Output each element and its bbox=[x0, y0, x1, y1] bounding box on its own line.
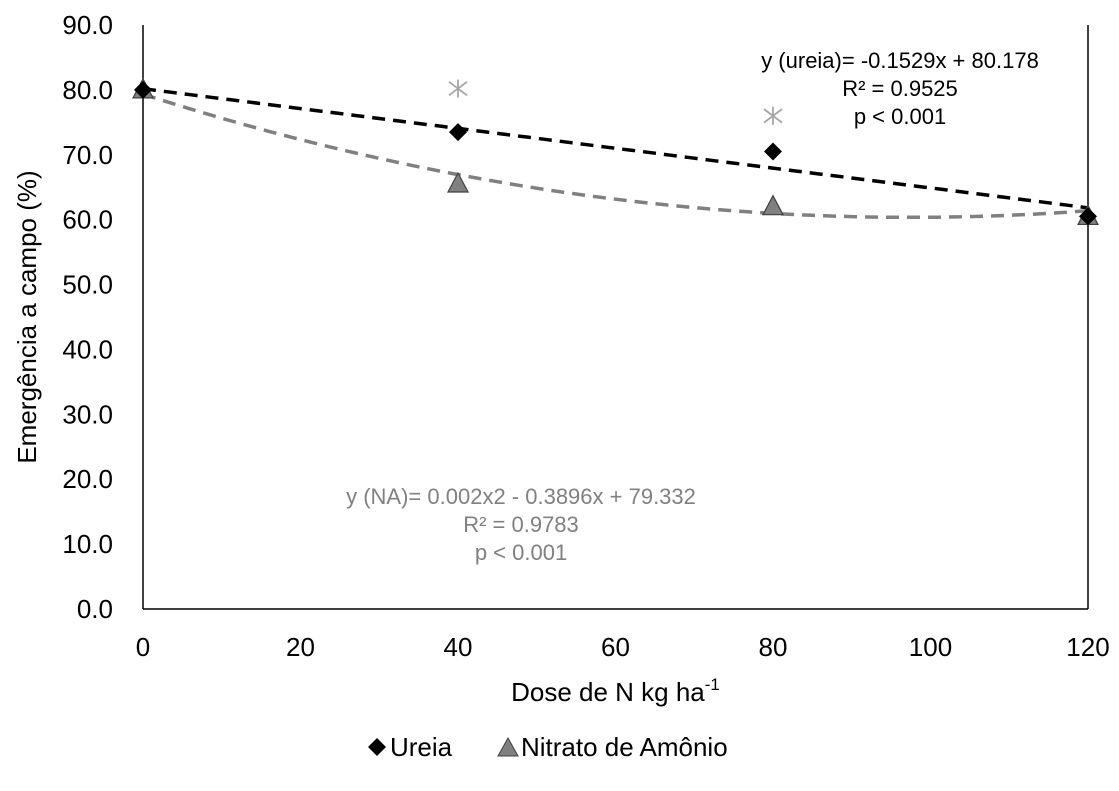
y-tick-labels: 0.0 10.0 20.0 30.0 40.0 50.0 60.0 70.0 80.0 90.0 bbox=[62, 10, 113, 624]
data-point-ureia bbox=[449, 123, 467, 142]
data-point-ureia bbox=[764, 142, 782, 161]
annotation-line: y (NA)= 0.002x2 - 0.3896x + 79.332 bbox=[346, 484, 696, 509]
legend-diamond-icon bbox=[368, 738, 386, 756]
legend-label-ureia: Ureia bbox=[390, 732, 453, 762]
y-tick-label: 30.0 bbox=[62, 399, 113, 429]
data-point-ureia bbox=[1079, 207, 1097, 226]
x-tick-label: 20 bbox=[286, 632, 315, 662]
trendlines bbox=[142, 86, 1089, 220]
annotation-line: R² = 0.9783 bbox=[463, 512, 579, 537]
y-tick-label: 80.0 bbox=[62, 75, 113, 105]
y-tick-label: 90.0 bbox=[62, 10, 113, 40]
x-tick-label: 80 bbox=[759, 632, 788, 662]
y-tick-label: 50.0 bbox=[62, 270, 113, 300]
x-tick-label: 0 bbox=[136, 632, 150, 662]
x-axis-title: Dose de N kg ha-1 bbox=[511, 675, 720, 707]
data-point-nitrato bbox=[762, 194, 784, 216]
y-tick-label: 70.0 bbox=[62, 140, 113, 170]
data-point-nitrato bbox=[447, 171, 469, 193]
annotation-na: y (NA)= 0.002x2 - 0.3896x + 79.332 R² = 0… bbox=[346, 484, 696, 565]
x-tick-label: 40 bbox=[444, 632, 473, 662]
annotation-line: y (ureia)= -0.1529x + 80.178 bbox=[761, 48, 1039, 73]
annotation-line: p < 0.001 bbox=[854, 104, 946, 129]
trendline-nitrato bbox=[142, 92, 1089, 220]
x-tick-labels: 0 20 40 60 80 100 120 bbox=[136, 632, 1110, 662]
markers bbox=[132, 77, 1099, 226]
legend: Ureia Nitrato de Amônio bbox=[368, 732, 728, 762]
y-axis-title: Emergência a campo (%) bbox=[12, 170, 42, 463]
significance-asterisk-icon bbox=[448, 79, 468, 98]
legend-item-ureia: Ureia bbox=[368, 732, 453, 762]
y-tick-label: 20.0 bbox=[62, 464, 113, 494]
legend-triangle-icon bbox=[497, 736, 519, 757]
y-tick-label: 60.0 bbox=[62, 205, 113, 235]
legend-item-nitrato: Nitrato de Amônio bbox=[497, 732, 728, 762]
axes bbox=[142, 25, 1089, 610]
annotation-line: R² = 0.9525 bbox=[842, 76, 958, 101]
y-tick-label: 0.0 bbox=[77, 594, 113, 624]
y-tick-label: 40.0 bbox=[62, 334, 113, 364]
annotation-line: p < 0.001 bbox=[475, 540, 567, 565]
x-tick-label: 60 bbox=[601, 632, 630, 662]
annotation-ureia: y (ureia)= -0.1529x + 80.178 R² = 0.9525 p… bbox=[761, 48, 1039, 129]
y-tick-label: 10.0 bbox=[62, 529, 113, 559]
legend-label-nitrato: Nitrato de Amônio bbox=[521, 732, 728, 762]
x-tick-label: 120 bbox=[1066, 632, 1109, 662]
data-point-ureia bbox=[134, 80, 152, 99]
trendline-ureia bbox=[142, 86, 1089, 210]
x-tick-label: 100 bbox=[909, 632, 952, 662]
significance-asterisk-icon bbox=[763, 106, 783, 125]
